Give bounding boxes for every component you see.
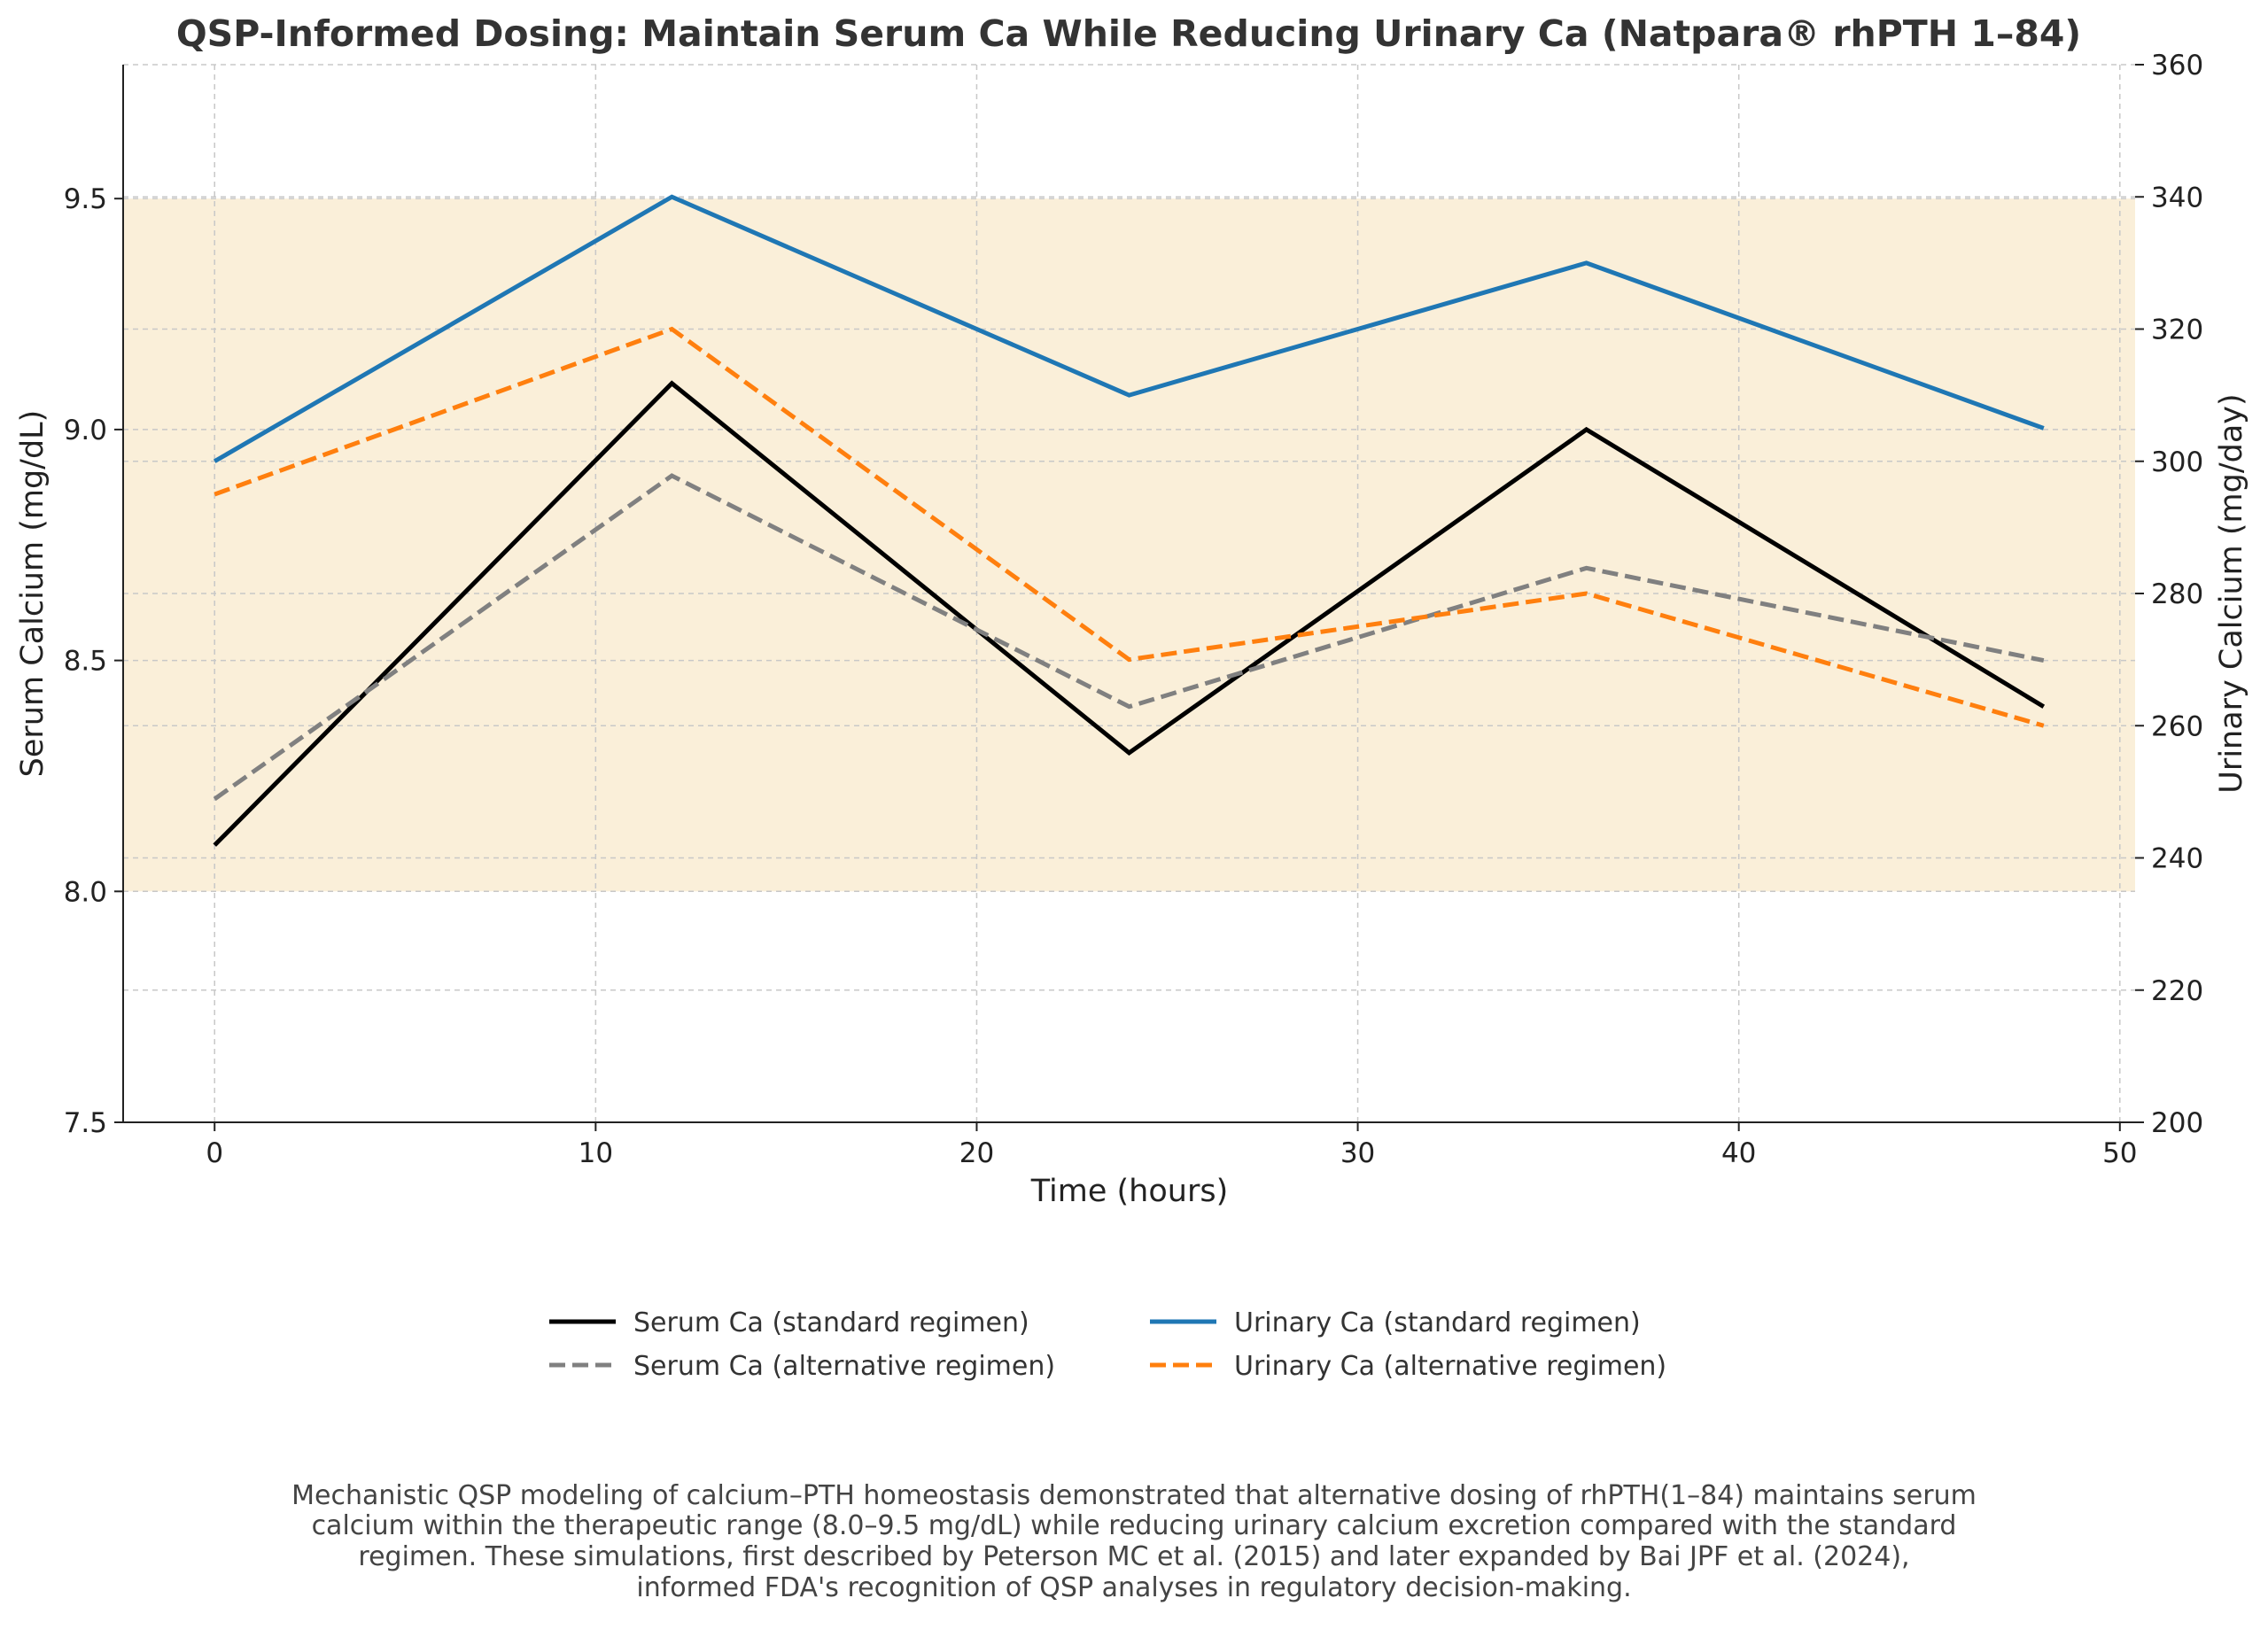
y-right-tick-label: 260 [2151, 710, 2203, 742]
caption-line: calcium within the therapeutic range (8.… [312, 1510, 1957, 1541]
caption-line: informed FDA's recognition of QSP analys… [636, 1572, 1631, 1603]
legend: Serum Ca (standard regimen) Serum Ca (al… [549, 1307, 1666, 1382]
legend-label-serum-alternative: Serum Ca (alternative regimen) [633, 1351, 1055, 1382]
y-left-tick-label: 9.0 [64, 415, 107, 446]
y-left-tick-label: 9.5 [64, 183, 107, 215]
y-left-tick-label: 8.0 [64, 876, 107, 908]
x-tick-label: 20 [959, 1137, 994, 1169]
series-line-1 [213, 473, 2045, 802]
y-right-tick-label: 320 [2151, 314, 2203, 346]
caption-line: regimen. These simulations, first descri… [358, 1541, 1909, 1572]
x-tick-label: 40 [1721, 1137, 1756, 1169]
x-axis-label: Time (hours) [1030, 1174, 1229, 1209]
series-line-2 [213, 194, 2045, 463]
y-right-tick-label: 340 [2151, 182, 2203, 213]
y-right-tick-label: 240 [2151, 843, 2203, 875]
chart-title: QSP-Informed Dosing: Maintain Serum Ca W… [176, 12, 2081, 55]
y-axis-left-label: Serum Calcium (mg/dL) [15, 410, 50, 778]
y-right-tick-label: 220 [2151, 975, 2203, 1007]
y-right-tick-label: 300 [2151, 446, 2203, 478]
y-right-tick-label: 360 [2151, 50, 2203, 81]
legend-label-urinary-alternative: Urinary Ca (alternative regimen) [1234, 1351, 1666, 1382]
series-line-0 [213, 380, 2046, 847]
y-right-tick-label: 200 [2151, 1107, 2203, 1139]
caption: Mechanistic QSP modeling of calcium–PTH … [291, 1480, 1977, 1603]
caption-line: Mechanistic QSP modeling of calcium–PTH … [291, 1480, 1977, 1511]
series-line-3 [214, 326, 2045, 728]
y-left-tick-label: 8.5 [64, 646, 107, 678]
x-tick-label: 50 [2102, 1137, 2137, 1169]
legend-label-serum-standard: Serum Ca (standard regimen) [633, 1307, 1029, 1338]
y-left-tick-label: 7.5 [64, 1107, 107, 1139]
x-tick-label: 0 [206, 1137, 223, 1169]
y-axis-right-label: Urinary Calcium (mg/day) [2214, 393, 2249, 793]
y-right-tick-label: 280 [2151, 578, 2203, 610]
legend-label-urinary-standard: Urinary Ca (standard regimen) [1234, 1307, 1641, 1338]
x-tick-label: 30 [1340, 1137, 1375, 1169]
therapeutic-range-band [123, 198, 2135, 892]
x-tick-label: 10 [579, 1137, 613, 1169]
